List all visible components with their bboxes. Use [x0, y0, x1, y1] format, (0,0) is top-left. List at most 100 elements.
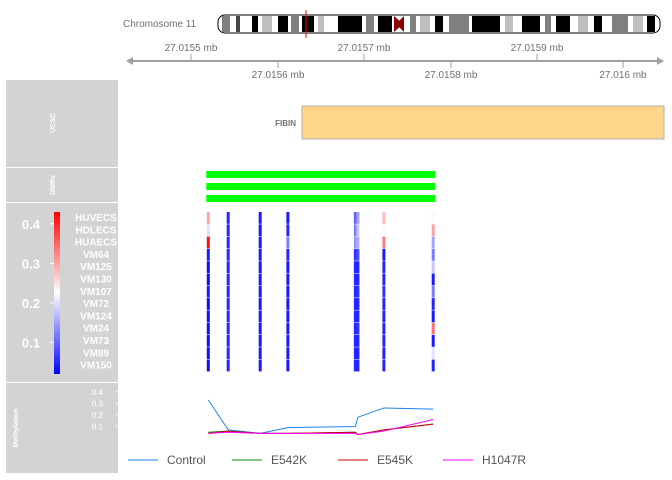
heatmap-cell — [286, 322, 290, 335]
ideogram-band — [556, 16, 570, 32]
ideogram-band — [545, 16, 551, 32]
heatmap-cell — [356, 236, 360, 249]
methylation-plot: 0.4 0.3 0.2 0.1 Control E542K E545K H1047R — [92, 388, 526, 467]
axis-tick-label: 27.0159 mb — [511, 43, 564, 54]
heatmap-cell — [286, 298, 290, 310]
ideogram-band — [291, 16, 299, 32]
heatmap-cell — [353, 322, 357, 335]
heatmap-cell — [431, 298, 435, 310]
axis-tick-label: 27.016 mb — [599, 70, 647, 81]
heatmap-cell — [258, 322, 262, 335]
heatmap-cell — [382, 347, 386, 360]
sample-label: VM124 — [80, 311, 112, 322]
ideogram-band — [236, 16, 240, 32]
heatmap-cell — [356, 261, 360, 273]
heatmap-cell — [382, 248, 386, 261]
heatmap-cell — [382, 273, 386, 286]
ideogram-band — [278, 16, 288, 32]
heatmap-cell — [353, 285, 357, 298]
legend-label: H1047R — [482, 453, 526, 467]
heatmap-cell — [206, 359, 210, 372]
ideogram-outline — [217, 14, 661, 34]
heatmap-cell — [382, 322, 386, 335]
ideogram-band — [449, 16, 469, 32]
heatmap-cell — [382, 224, 386, 237]
methylation-axis-label: 0.3 — [92, 399, 104, 408]
dmrs-sidebar — [6, 168, 118, 202]
heatmap-cell — [258, 285, 262, 298]
heatmap-cell — [206, 322, 210, 335]
axis-tick-label: 27.0158 mb — [425, 70, 478, 81]
heatmap-cell — [286, 212, 290, 224]
methylation-track-label: Methylation — [13, 409, 20, 448]
heatmap-cell — [206, 261, 210, 273]
heatmap-cell — [431, 310, 435, 323]
ideogram-title: Chromosome 11 — [123, 19, 197, 30]
genome-axis: 27.0155 mb 27.0157 mb 27.0159 mb 27.0156… — [126, 43, 664, 81]
heatmap-cell — [206, 248, 210, 261]
sample-label: VM107 — [80, 287, 112, 298]
heatmap-cell — [258, 359, 262, 372]
heatmap-cell — [258, 335, 262, 347]
ideogram-band — [472, 16, 500, 32]
heatmap-cell — [258, 310, 262, 323]
sample-label: VM150 — [80, 361, 112, 372]
heatmap-gradient-bar — [54, 212, 60, 374]
heatmap-cell — [353, 236, 357, 249]
gene-track: FIBIN — [275, 105, 665, 140]
heatmap-scale-label: 0.4 — [22, 217, 41, 232]
ideogram-band — [410, 16, 416, 32]
ideogram-band — [522, 16, 540, 32]
heatmap-cell — [431, 285, 435, 298]
heatmap-cell — [258, 236, 262, 249]
ideogram-band — [578, 16, 588, 32]
sample-label: VM89 — [83, 348, 110, 359]
methylation-sidebar — [6, 383, 118, 473]
heatmap-cell — [356, 347, 360, 360]
heatmap-cell — [356, 212, 360, 224]
ucsc-track-label: UCSC — [50, 113, 57, 133]
heatmap-cell — [226, 261, 230, 273]
heatmap-cell — [353, 335, 357, 347]
heatmap-cell — [226, 273, 230, 286]
heatmap-cell — [431, 347, 435, 360]
heatmap-cell — [382, 310, 386, 323]
heatmap-cell — [286, 236, 290, 249]
heatmap-cell — [431, 335, 435, 347]
ideogram-band — [302, 16, 314, 32]
heatmap-cell — [226, 310, 230, 323]
heatmap-cell — [353, 359, 357, 372]
heatmap-cell — [356, 322, 360, 335]
heatmap-cell — [286, 347, 290, 360]
heatmap-cell — [226, 335, 230, 347]
ideogram-band — [435, 16, 443, 32]
ideogram-band — [222, 16, 230, 32]
heatmap-cell — [382, 212, 386, 224]
dmr-track — [206, 171, 436, 202]
heatmap-cell — [353, 212, 357, 224]
heatmap-cell — [206, 347, 210, 360]
ideogram-band — [338, 16, 362, 32]
heatmap-cell — [226, 224, 230, 237]
heatmap-cell — [353, 224, 357, 237]
heatmap-cell — [286, 248, 290, 261]
axis-arrow-right — [657, 57, 664, 65]
ideogram-band — [594, 16, 602, 32]
sample-label: VM130 — [80, 275, 112, 286]
heatmap-cells — [206, 212, 435, 372]
gene-body — [301, 105, 665, 140]
heatmap-cell — [226, 322, 230, 335]
heatmap-cell — [206, 335, 210, 347]
heatmap-cell — [431, 248, 435, 261]
heatmap-cell — [382, 359, 386, 372]
sample-label: VM64 — [83, 250, 110, 261]
methylation-axis: 0.4 0.3 0.2 0.1 — [92, 388, 121, 436]
heatmap-cell — [206, 285, 210, 298]
sample-labels: HUVECSHDLECSHUAECSVM64VM125VM130VM107VM7… — [75, 213, 118, 372]
heatmap-cell — [356, 248, 360, 261]
axis-tick-label: 27.0157 mb — [338, 43, 391, 54]
sample-label: VM24 — [83, 324, 110, 335]
dmrs-track-label: DMRs — [50, 175, 57, 195]
methylation-lines — [207, 399, 434, 436]
